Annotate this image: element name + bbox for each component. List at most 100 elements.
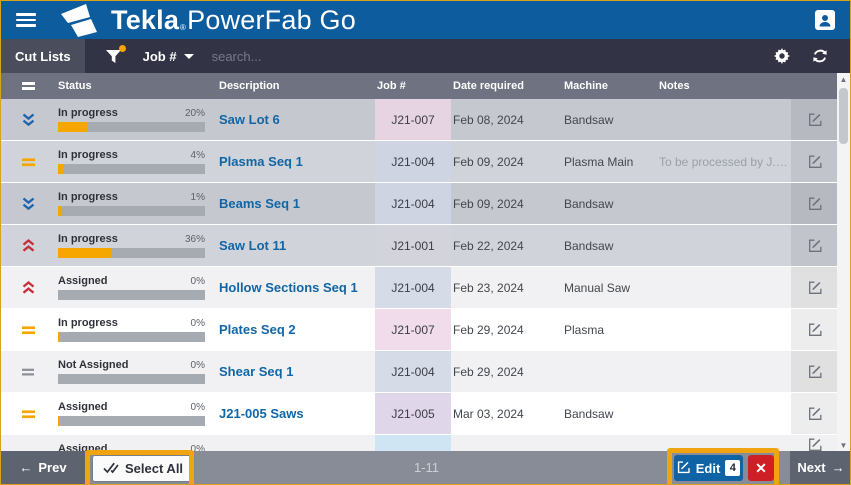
status-label: In progress <box>58 233 118 245</box>
edit-row-button[interactable] <box>808 280 823 295</box>
scroll-up-icon[interactable]: ▲ <box>839 75 848 84</box>
column-header-notes[interactable]: Notes <box>659 80 690 92</box>
table-row[interactable]: In progress 36% Saw Lot 11 J21-001 Feb 2… <box>1 225 839 267</box>
priority-icon <box>1 309 56 350</box>
job-cell: J21-007 <box>375 309 451 350</box>
chevron-down-icon <box>183 53 194 59</box>
table-row[interactable]: In progress 1% Beams Seq 1 J21-004 Feb 0… <box>1 183 839 225</box>
edit-row-button[interactable] <box>808 437 823 452</box>
column-header-machine[interactable]: Machine <box>564 80 609 92</box>
table-row[interactable]: In progress 0% Plates Seq 2 J21-007 Feb … <box>1 309 839 351</box>
progress-bar <box>58 290 205 300</box>
edit-pencil-icon <box>677 460 691 477</box>
table-row[interactable]: Not Assigned 0% Shear Seq 1 J21-004 Feb … <box>1 351 839 393</box>
description-link[interactable]: Plasma Seq 1 <box>219 154 303 169</box>
edit-row-button[interactable] <box>808 238 823 253</box>
job-cell: J21-005 <box>375 393 451 434</box>
notes-cell: To be processed by J. Ni... <box>659 154 791 169</box>
progress-bar <box>58 374 205 384</box>
next-button[interactable]: Next → <box>790 451 850 484</box>
account-icon[interactable] <box>815 10 835 35</box>
status-percent: 36% <box>184 234 205 245</box>
status-cell: Not Assigned 0% <box>56 351 219 392</box>
status-cell: Assigned 0% <box>56 267 219 308</box>
job-cell: J21-004 <box>375 141 451 182</box>
status-label: Assigned <box>58 443 108 453</box>
table-row[interactable]: In progress 4% Plasma Seq 1 J21-004 Feb … <box>1 141 839 183</box>
description-link[interactable]: Saw Lot 11 <box>219 238 287 253</box>
job-cell: J21-001 <box>375 225 451 266</box>
edit-row-button[interactable] <box>808 154 823 169</box>
edit-row-button[interactable] <box>808 406 823 421</box>
priority-icon <box>1 267 56 308</box>
left-arrow-icon: ← <box>19 460 33 475</box>
job-cell: J21-007 <box>375 99 451 140</box>
machine-cell: Bandsaw <box>564 238 614 253</box>
scroll-down-icon[interactable]: ▼ <box>839 441 848 450</box>
description-link[interactable]: Saw Lot 6 <box>219 112 280 127</box>
clear-selection-button[interactable]: ✕ <box>748 455 774 481</box>
vertical-scrollbar[interactable]: ▲ ▼ <box>837 73 850 453</box>
column-header-date-required[interactable]: Date required <box>453 80 524 92</box>
job-filter-dropdown[interactable]: Job # <box>143 49 194 64</box>
edit-row-button[interactable] <box>808 322 823 337</box>
date-cell: Mar 03, 2024 <box>453 406 524 421</box>
top-header-bar: Tekla ® PowerFab Go <box>1 1 850 39</box>
tab-cut-lists[interactable]: Cut Lists <box>1 39 85 73</box>
column-header-job[interactable]: Job # <box>377 80 406 92</box>
search-input[interactable] <box>211 48 512 64</box>
status-label: Assigned <box>58 401 108 413</box>
progress-bar <box>58 122 205 132</box>
select-all-button[interactable]: Select All <box>93 456 194 481</box>
table-row[interactable]: Assigned 0% J21-005 Saws J21-005 Mar 03,… <box>1 393 839 435</box>
machine-cell: Plasma <box>564 322 605 337</box>
status-label: In progress <box>58 191 118 203</box>
column-header-description[interactable]: Description <box>219 80 280 92</box>
date-cell: Feb 09, 2024 <box>453 154 524 169</box>
progress-fill <box>58 164 64 174</box>
status-label: Assigned <box>58 275 108 287</box>
priority-icon <box>1 393 56 434</box>
date-cell: Feb 22, 2024 <box>453 238 524 253</box>
status-percent: 0% <box>190 276 205 287</box>
menu-icon[interactable] <box>16 10 36 30</box>
settings-gear-icon[interactable] <box>774 48 790 64</box>
job-cell <box>375 435 451 453</box>
status-label: Not Assigned <box>58 359 129 371</box>
machine-cell: Bandsaw <box>564 112 614 127</box>
scrollbar-thumb[interactable] <box>839 88 848 144</box>
toolbar: Cut Lists Job # <box>1 39 850 73</box>
progress-fill <box>58 122 88 132</box>
date-cell: Feb 29, 2024 <box>453 364 524 379</box>
job-number: J21-005 <box>391 406 435 421</box>
refresh-icon[interactable] <box>812 48 828 64</box>
prev-button[interactable]: ← Prev <box>1 451 85 484</box>
job-cell: J21-004 <box>375 267 451 308</box>
column-header-status[interactable]: Status <box>58 80 92 92</box>
machine-cell: Bandsaw <box>564 406 614 421</box>
status-cell: In progress 36% <box>56 225 219 266</box>
priority-icon <box>1 351 56 392</box>
filter-icon[interactable] <box>101 44 127 64</box>
edit-row-button[interactable] <box>808 112 823 127</box>
edit-selected-button[interactable]: Edit 4 <box>674 455 743 481</box>
description-link[interactable]: Beams Seq 1 <box>219 196 300 211</box>
description-link[interactable]: Hollow Sections Seq 1 <box>219 280 358 295</box>
priority-column-header[interactable] <box>1 80 56 93</box>
job-number: J21-007 <box>391 322 435 337</box>
job-number: J21-007 <box>391 112 435 127</box>
job-number: J21-001 <box>391 238 435 253</box>
description-link[interactable]: Shear Seq 1 <box>219 364 294 379</box>
status-label: In progress <box>58 149 118 161</box>
table-row[interactable]: Assigned 0% <box>1 435 839 453</box>
description-link[interactable]: J21-005 Saws <box>219 406 304 421</box>
status-label: In progress <box>58 107 118 119</box>
description-link[interactable]: Plates Seq 2 <box>219 322 296 337</box>
status-cell: Assigned 0% <box>56 393 219 434</box>
job-cell: J21-004 <box>375 183 451 224</box>
edit-row-button[interactable] <box>808 364 823 379</box>
table-row[interactable]: Assigned 0% Hollow Sections Seq 1 J21-00… <box>1 267 839 309</box>
edit-row-button[interactable] <box>808 196 823 211</box>
table-row[interactable]: In progress 20% Saw Lot 6 J21-007 Feb 08… <box>1 99 839 141</box>
